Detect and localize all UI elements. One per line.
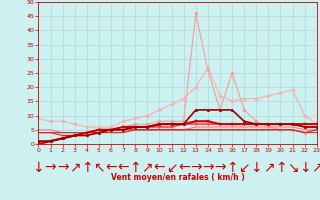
X-axis label: Vent moyen/en rafales ( km/h ): Vent moyen/en rafales ( km/h ) [111,173,244,182]
